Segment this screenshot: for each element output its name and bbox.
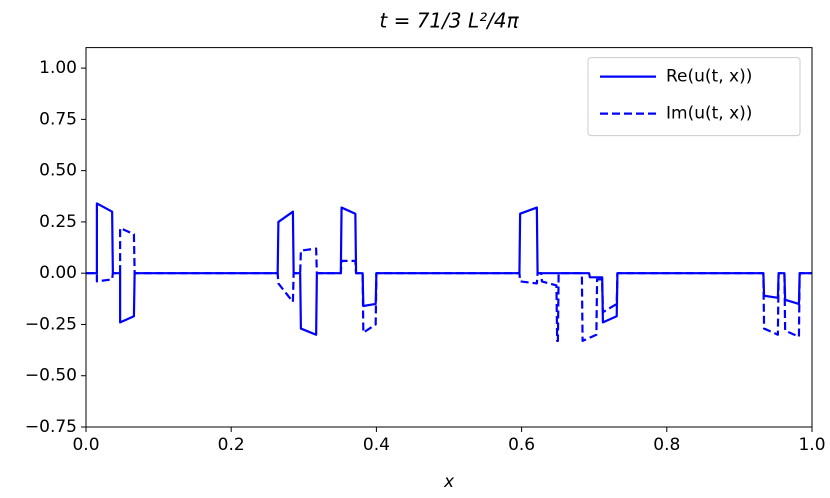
y-tick-label: −0.25: [25, 314, 77, 334]
legend-label: Re(u(t, x)): [666, 67, 752, 87]
x-tick-label: 0.8: [653, 435, 680, 455]
y-tick-label: 1.00: [39, 58, 77, 78]
y-tick-label: 0.00: [39, 263, 77, 283]
chart-title: t = 71/3 L²/4π: [379, 9, 519, 33]
plot-frame: [85, 47, 813, 428]
y-tick-label: 0.50: [39, 161, 77, 181]
series-line: [86, 226, 812, 342]
series-line: [86, 202, 812, 336]
x-tick-label: 0.2: [218, 435, 245, 455]
legend-label: Im(u(t, x)): [666, 104, 752, 124]
y-tick-label: −0.75: [25, 417, 77, 437]
y-tick-label: −0.50: [25, 366, 77, 386]
x-tick-label: 0.6: [508, 435, 535, 455]
y-tick-label: 0.25: [39, 212, 77, 232]
y-tick-label: 0.75: [39, 109, 77, 129]
x-axis-label: x: [443, 472, 455, 492]
x-tick-label: 1.0: [798, 435, 825, 455]
x-tick-label: 0.0: [72, 435, 99, 455]
x-tick-label: 0.4: [363, 435, 390, 455]
